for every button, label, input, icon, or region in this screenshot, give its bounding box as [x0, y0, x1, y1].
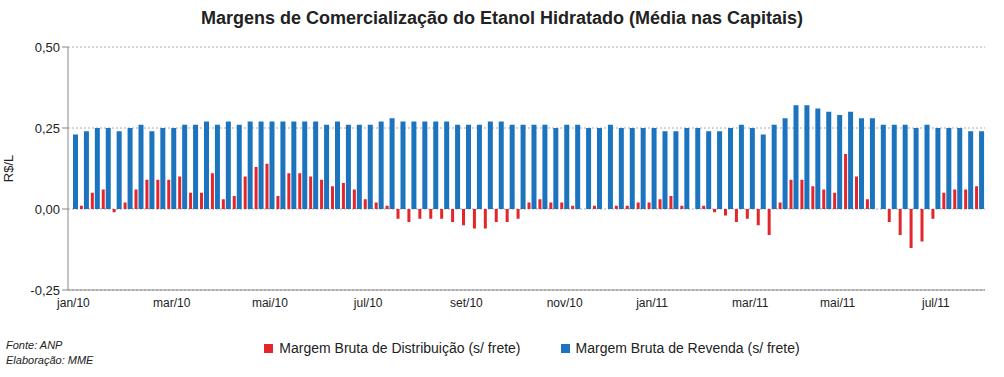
html-text:Fonte: ANP: Fonte: ANP	[6, 339, 63, 351]
svg-text:mar/11: mar/11	[732, 296, 769, 310]
svg-text:jan/11: jan/11	[635, 296, 668, 310]
svg-text:jul/10: jul/10	[353, 296, 383, 310]
svg-text:R$/L: R$/L	[8, 155, 16, 182]
html-text:Margens de Comercialização do: Margens de Comercialização do Etanol Hid…	[200, 8, 804, 28]
svg-text:mar/10: mar/10	[153, 296, 191, 310]
svg-text:jul/11: jul/11	[921, 296, 950, 310]
svg-text:0,00: 0,00	[35, 202, 60, 217]
html-text:Margem Bruta de Distribuição (: Margem Bruta de Distribuição (s/ frete)	[279, 340, 521, 356]
svg-text:0,50: 0,50	[35, 40, 60, 55]
svg-text:-0,25: -0,25	[30, 283, 60, 298]
svg-text:0,25: 0,25	[35, 121, 60, 136]
svg-text:mai/10: mai/10	[252, 296, 288, 310]
svg-text:jan/10: jan/10	[56, 296, 90, 310]
svg-text:nov/10: nov/10	[547, 296, 583, 310]
html-text:Elaboração: MME: Elaboração: MME	[6, 354, 94, 366]
svg-text:set/10: set/10	[450, 296, 483, 310]
svg-text:mai/11: mai/11	[820, 296, 855, 310]
html-text:Margem Bruta de Revenda (s/ fr: Margem Bruta de Revenda (s/ frete)	[575, 340, 800, 356]
